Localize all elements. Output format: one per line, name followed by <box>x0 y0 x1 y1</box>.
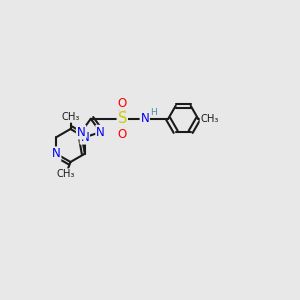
Text: N: N <box>96 126 105 139</box>
Text: N: N <box>77 126 85 139</box>
Text: N: N <box>140 112 149 125</box>
Text: N: N <box>52 147 61 160</box>
Text: CH₃: CH₃ <box>57 169 75 179</box>
Text: S: S <box>118 111 127 126</box>
Text: O: O <box>118 128 127 141</box>
Text: CH₃: CH₃ <box>61 112 80 122</box>
Text: H: H <box>150 108 157 117</box>
Text: CH₃: CH₃ <box>200 114 219 124</box>
Text: O: O <box>118 97 127 110</box>
Text: N: N <box>80 131 89 144</box>
